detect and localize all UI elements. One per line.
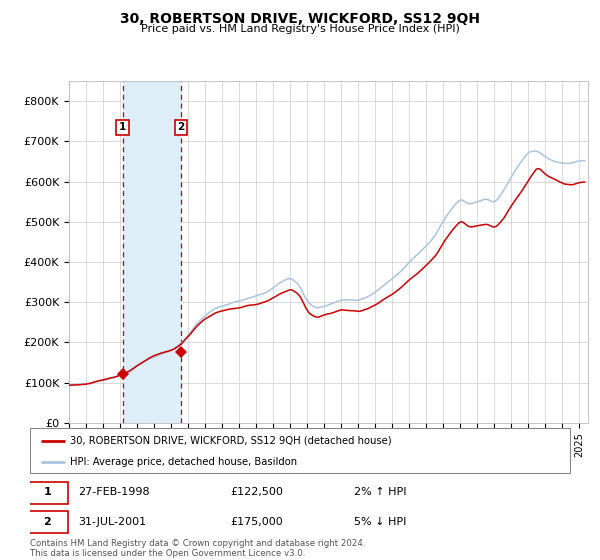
Text: 30, ROBERTSON DRIVE, WICKFORD, SS12 9QH (detached house): 30, ROBERTSON DRIVE, WICKFORD, SS12 9QH … <box>71 436 392 446</box>
Text: 2% ↑ HPI: 2% ↑ HPI <box>354 487 407 497</box>
Text: 1: 1 <box>43 487 51 497</box>
Bar <box>122 81 181 423</box>
Text: £122,500: £122,500 <box>230 487 283 497</box>
FancyBboxPatch shape <box>30 428 570 473</box>
Text: 5% ↓ HPI: 5% ↓ HPI <box>354 517 406 527</box>
Text: HPI: Average price, detached house, Basildon: HPI: Average price, detached house, Basi… <box>71 457 298 467</box>
Text: 1: 1 <box>119 122 126 132</box>
Text: 2: 2 <box>43 517 51 527</box>
FancyBboxPatch shape <box>28 482 68 503</box>
Text: Contains HM Land Registry data © Crown copyright and database right 2024.
This d: Contains HM Land Registry data © Crown c… <box>30 539 365 558</box>
Text: 27-FEB-1998: 27-FEB-1998 <box>79 487 150 497</box>
Text: 31-JUL-2001: 31-JUL-2001 <box>79 517 147 527</box>
Text: £175,000: £175,000 <box>230 517 283 527</box>
Text: 2: 2 <box>178 122 185 132</box>
FancyBboxPatch shape <box>28 511 68 533</box>
Text: 30, ROBERTSON DRIVE, WICKFORD, SS12 9QH: 30, ROBERTSON DRIVE, WICKFORD, SS12 9QH <box>120 12 480 26</box>
Text: Price paid vs. HM Land Registry's House Price Index (HPI): Price paid vs. HM Land Registry's House … <box>140 24 460 34</box>
